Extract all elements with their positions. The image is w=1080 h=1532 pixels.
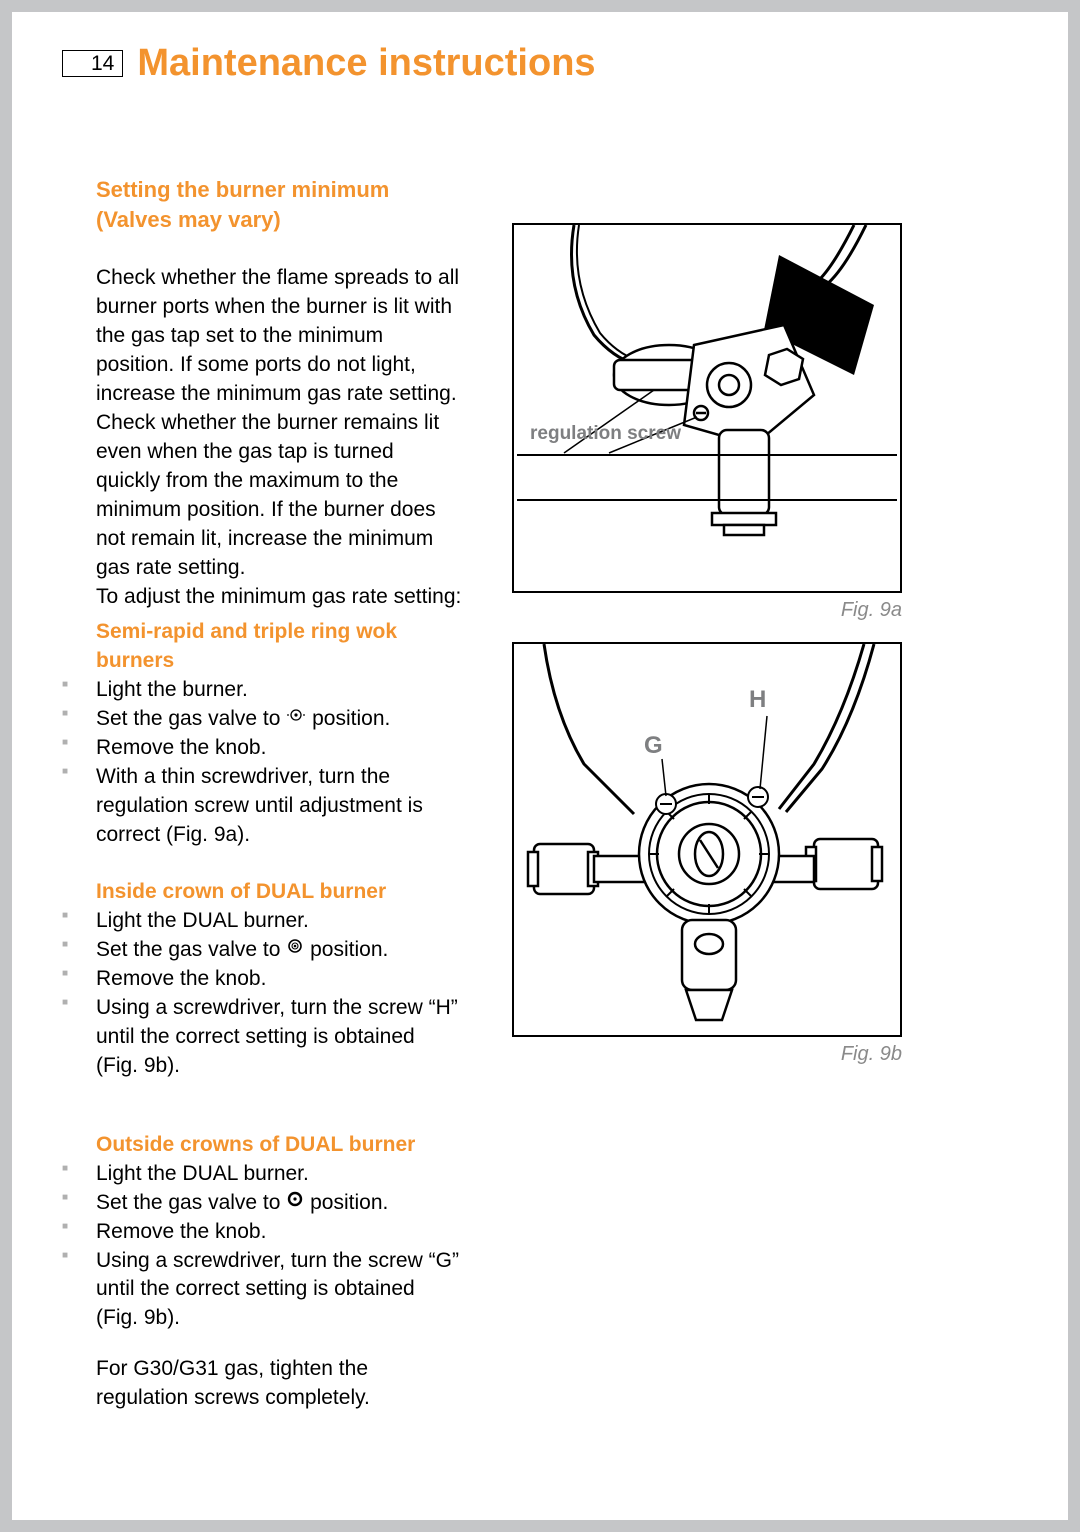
list-item: Remove the knob. [62, 1218, 462, 1247]
inner-crown-icon [286, 934, 304, 963]
left-column: Setting the burner minimum (Valves may v… [62, 175, 462, 1413]
content-columns: Setting the burner minimum (Valves may v… [62, 175, 1018, 1413]
list-item: Set the gas valve to position. [62, 1189, 462, 1218]
bullet-list-1: Light the burner. Set the gas valve to p… [62, 676, 462, 850]
list-item: Using a screwdriver, turn the screw “H” … [62, 994, 462, 1081]
intro-para-3: To adjust the minimum gas rate setting: [96, 583, 462, 612]
list-item: With a thin screwdriver, turn the regula… [62, 763, 462, 850]
bullet-list-2: Light the DUAL burner. Set the gas valve… [62, 907, 462, 1081]
outer-crown-icon [286, 1187, 304, 1216]
item-suffix: position. [304, 938, 388, 961]
figure-9b-caption: Fig. 9b [512, 1043, 902, 1066]
page-header: 14 Maintenance instructions [62, 42, 1018, 85]
low-flame-icon [286, 703, 306, 732]
intro-para-2: Check whether the burner remains lit eve… [96, 409, 462, 583]
label-h: H [749, 686, 766, 714]
list-item: Using a screwdriver, turn the screw “G” … [62, 1247, 462, 1334]
page-number-box: 14 [62, 50, 123, 77]
regulation-screw-label: regulation screw [530, 423, 681, 445]
list-item: Remove the knob. [62, 734, 462, 763]
figure-9a-caption: Fig. 9a [512, 599, 902, 622]
item-prefix: Set the gas valve to [96, 707, 286, 730]
right-column: regulation screw Fig. 9a [512, 175, 1018, 1413]
page-number: 14 [91, 52, 114, 75]
item-suffix: position. [304, 1191, 388, 1214]
intro-para-1: Check whether the flame spreads to all b… [96, 264, 462, 409]
footer-note: For G30/G31 gas, tighten the regulation … [96, 1355, 462, 1413]
section-heading: Setting the burner minimum (Valves may v… [96, 175, 462, 234]
figure-9b: H G [512, 642, 902, 1037]
list-item: Set the gas valve to position. [62, 705, 462, 734]
item-prefix: Set the gas valve to [96, 1191, 286, 1214]
figure-9a: regulation screw [512, 223, 902, 593]
item-prefix: Set the gas valve to [96, 938, 286, 961]
list-item: Light the DUAL burner. [62, 1160, 462, 1189]
subhead-outside-crowns: Outside crowns of DUAL burner [96, 1131, 462, 1160]
list-item: Light the burner. [62, 676, 462, 705]
subhead-inside-crown: Inside crown of DUAL burner [96, 878, 462, 907]
item-suffix: position. [306, 707, 390, 730]
page-title: Maintenance instructions [137, 42, 595, 85]
list-item: Remove the knob. [62, 965, 462, 994]
valve-diagram-a [514, 225, 900, 591]
subhead-semi-rapid: Semi-rapid and triple ring wok burners [96, 618, 462, 676]
label-g: G [644, 732, 663, 760]
bullet-list-3: Light the DUAL burner. Set the gas valve… [62, 1160, 462, 1334]
list-item: Set the gas valve to position. [62, 936, 462, 965]
valve-diagram-b [514, 644, 900, 1035]
page-container: 14 Maintenance instructions Setting the … [12, 12, 1068, 1520]
list-item: Light the DUAL burner. [62, 907, 462, 936]
